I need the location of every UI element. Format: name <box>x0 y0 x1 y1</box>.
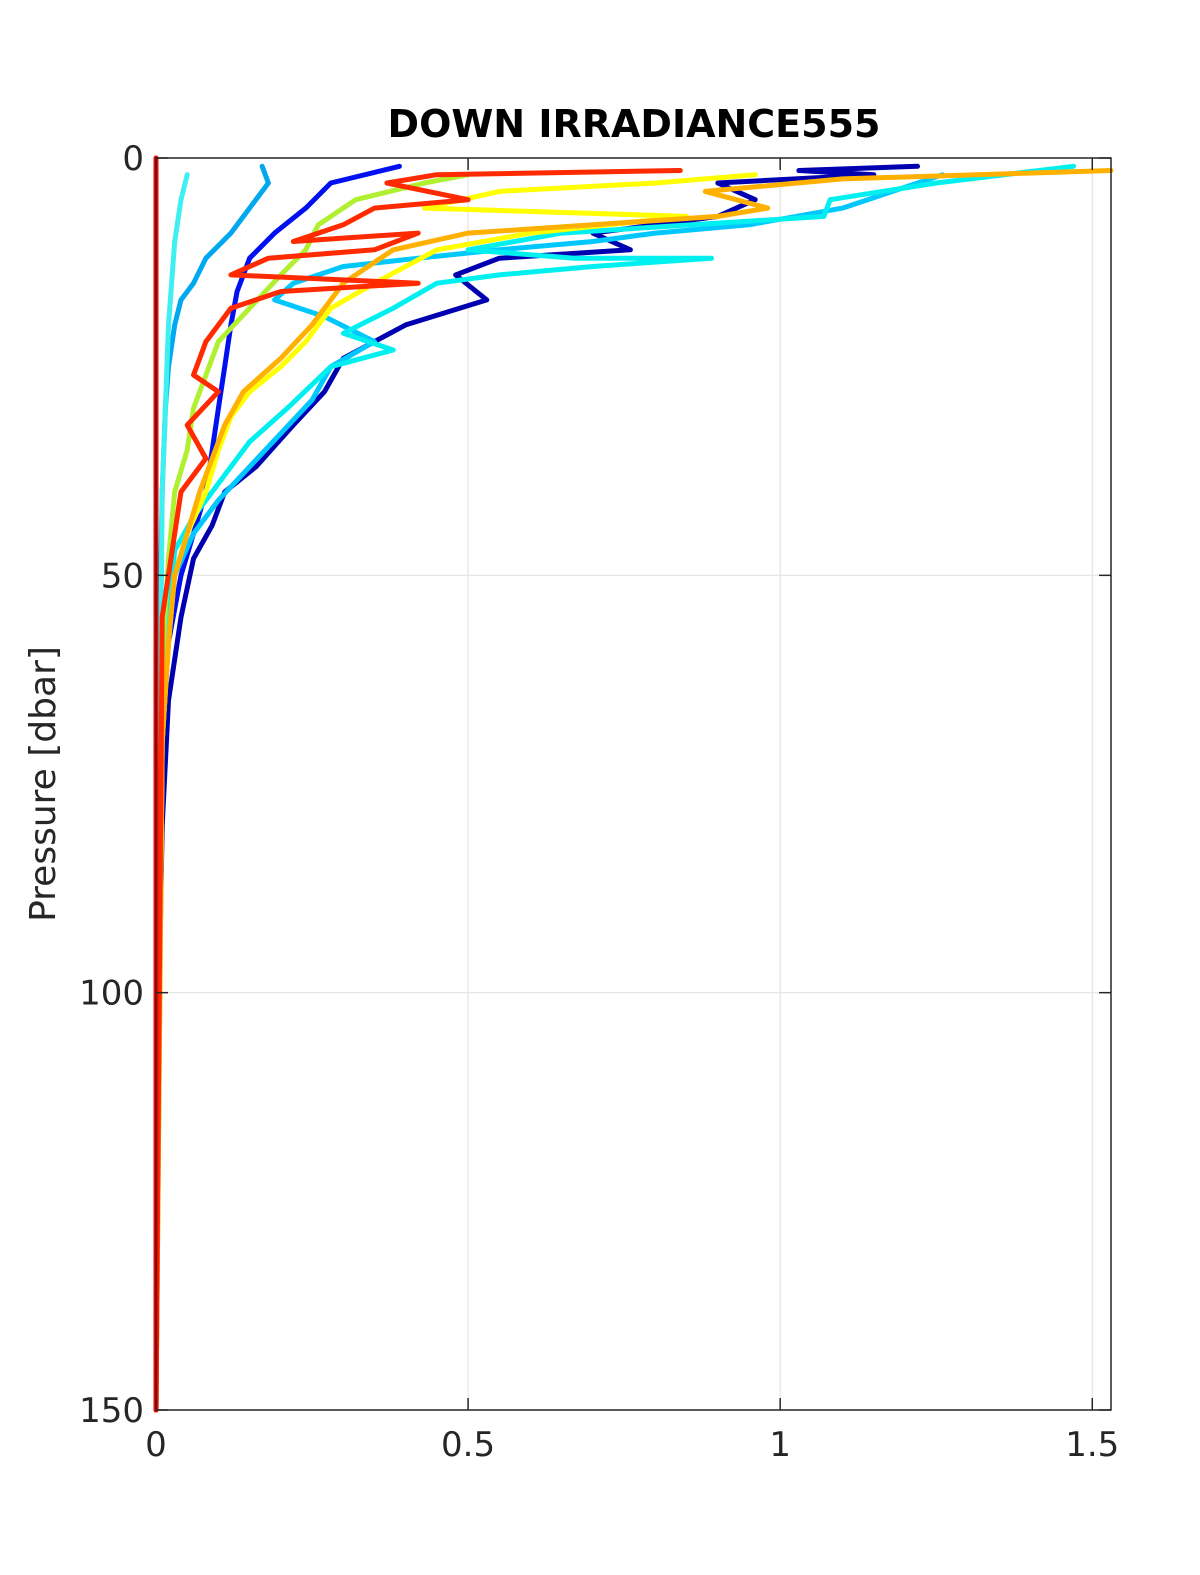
chart-title: DOWN IRRADIANCE555 <box>388 102 881 146</box>
series-line <box>153 168 1114 1413</box>
series-line <box>153 172 471 1413</box>
x-tick-label: 1.5 <box>1065 1425 1119 1465</box>
axis-ticks: 0 0.5 1 1.5 0 50 100 150 <box>79 139 1119 1465</box>
x-tick-label: 1 <box>769 1425 791 1465</box>
y-axis-label: Pressure [dbar] <box>23 646 64 922</box>
series-lines <box>153 155 1114 1413</box>
y-tick-label: 0 <box>122 139 144 179</box>
series-line <box>153 163 402 1413</box>
series-line <box>153 168 683 1413</box>
y-tick-label: 150 <box>79 1391 144 1431</box>
series-line <box>153 172 758 1413</box>
y-tick-label: 100 <box>79 974 144 1014</box>
axes-box <box>155 157 1112 1411</box>
x-tick-label: 0 <box>145 1425 167 1465</box>
x-tick-label: 0.5 <box>441 1425 495 1465</box>
series-line <box>153 163 920 1413</box>
y-tick-label: 50 <box>101 556 144 596</box>
series-line <box>153 172 945 1413</box>
